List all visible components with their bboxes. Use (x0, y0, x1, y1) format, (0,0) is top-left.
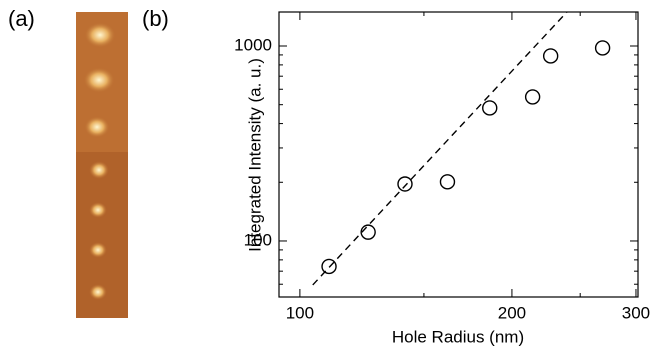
y-tick-label: 1000 (234, 35, 272, 54)
plot-frame (279, 12, 638, 297)
x-tick-label: 300 (622, 303, 650, 322)
y-tick-label: 100 (244, 230, 272, 249)
figure: (a) (b) Hole Radius (nm) Integrated Inte… (0, 0, 656, 351)
image-spot (89, 284, 107, 300)
x-tick-label: 100 (286, 303, 314, 322)
data-point (361, 225, 375, 239)
image-spot (84, 116, 110, 138)
data-point (526, 90, 540, 104)
y-axis-label: Integrated Intensity (a. u.) (245, 58, 264, 252)
image-spot (84, 22, 116, 48)
panel-label: (a) (8, 6, 35, 31)
image-strip (76, 12, 128, 318)
data-point (544, 49, 558, 63)
data-point (483, 101, 497, 115)
image-spot (83, 67, 115, 93)
image-spot (89, 161, 109, 179)
data-point (440, 175, 454, 189)
x-tick-label: 200 (498, 303, 526, 322)
image-spot (89, 242, 107, 258)
panel-label: (b) (142, 6, 169, 31)
x-axis-label: Hole Radius (nm) (392, 327, 524, 346)
data-point (398, 177, 412, 191)
fit-line (313, 12, 567, 285)
image-spot (89, 202, 107, 218)
data-point (596, 41, 610, 55)
